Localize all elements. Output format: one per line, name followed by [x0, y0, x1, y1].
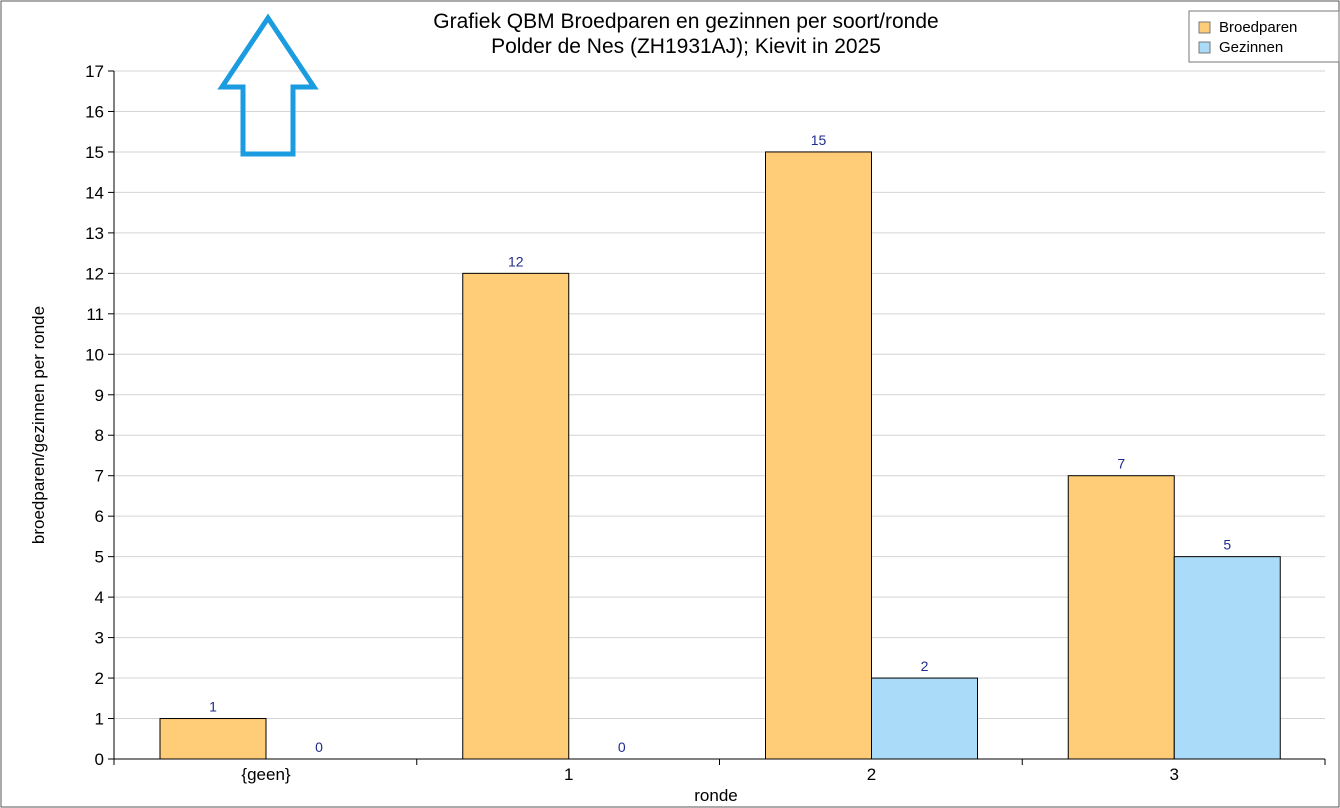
- x-tick-label: 2: [867, 765, 876, 784]
- legend-swatch-gezinnen: [1198, 41, 1211, 54]
- y-tick-label: 8: [95, 426, 104, 445]
- bar-broedparen-3: [1067, 475, 1175, 760]
- data-label: 7: [1117, 456, 1125, 472]
- legend-box: [1188, 10, 1340, 63]
- data-label: 5: [1223, 537, 1231, 553]
- y-tick-label: 4: [95, 588, 104, 607]
- y-tick-label: 9: [95, 386, 104, 405]
- y-tick-label: 6: [95, 507, 104, 526]
- legend: Broedparen Gezinnen: [1188, 10, 1340, 63]
- x-tick-label: 1: [564, 765, 573, 784]
- data-label: 2: [921, 658, 929, 674]
- y-tick-label: 2: [95, 669, 104, 688]
- data-label: 12: [508, 253, 524, 269]
- up-arrow-icon: [217, 13, 319, 157]
- data-label: 0: [315, 739, 323, 755]
- chart-title-line-1: Grafiek QBM Broedparen en gezinnen per s…: [433, 10, 938, 33]
- y-tick-label: 15: [85, 143, 104, 162]
- x-tick-label: 3: [1170, 765, 1179, 784]
- y-tick-label: 11: [86, 305, 104, 324]
- data-label: 1: [209, 699, 217, 715]
- data-label: 15: [811, 132, 827, 148]
- y-tick-label: 5: [95, 548, 104, 567]
- bar-broedparen-2: [765, 151, 872, 760]
- x-axis-label: ronde: [694, 786, 737, 805]
- bar-gezinnen-2: [871, 677, 978, 760]
- bar-broedparen-0: [159, 718, 267, 760]
- y-tick-label: 7: [95, 467, 104, 486]
- y-tick-label: 16: [85, 102, 104, 121]
- y-tick-label: 13: [85, 224, 104, 243]
- y-tick-label: 14: [85, 183, 104, 202]
- data-label: 0: [618, 739, 626, 755]
- y-tick-label: 17: [85, 62, 104, 81]
- y-axis-label: broedparen/gezinnen per ronde: [29, 306, 48, 544]
- legend-label-broedparen: Broedparen: [1219, 19, 1297, 36]
- y-tick-label: 3: [95, 629, 104, 648]
- legend-label-gezinnen: Gezinnen: [1219, 39, 1283, 56]
- bar-broedparen-1: [462, 272, 570, 760]
- label-layer: 1 12 15 7 0 0 2 5: [209, 132, 1231, 755]
- y-tick-label: 10: [85, 345, 104, 364]
- y-tick-label: 12: [85, 264, 104, 283]
- bar-layer: [159, 151, 1281, 760]
- legend-swatch-broedparen: [1198, 21, 1211, 34]
- y-tick-label: 0: [95, 750, 104, 769]
- bar-gezinnen-3: [1173, 556, 1281, 760]
- chart-title-line-2: Polder de Nes (ZH1931AJ); Kievit in 2025: [491, 35, 881, 58]
- y-tick-label: 1: [95, 710, 104, 729]
- x-tick-label: {geen}: [241, 765, 290, 784]
